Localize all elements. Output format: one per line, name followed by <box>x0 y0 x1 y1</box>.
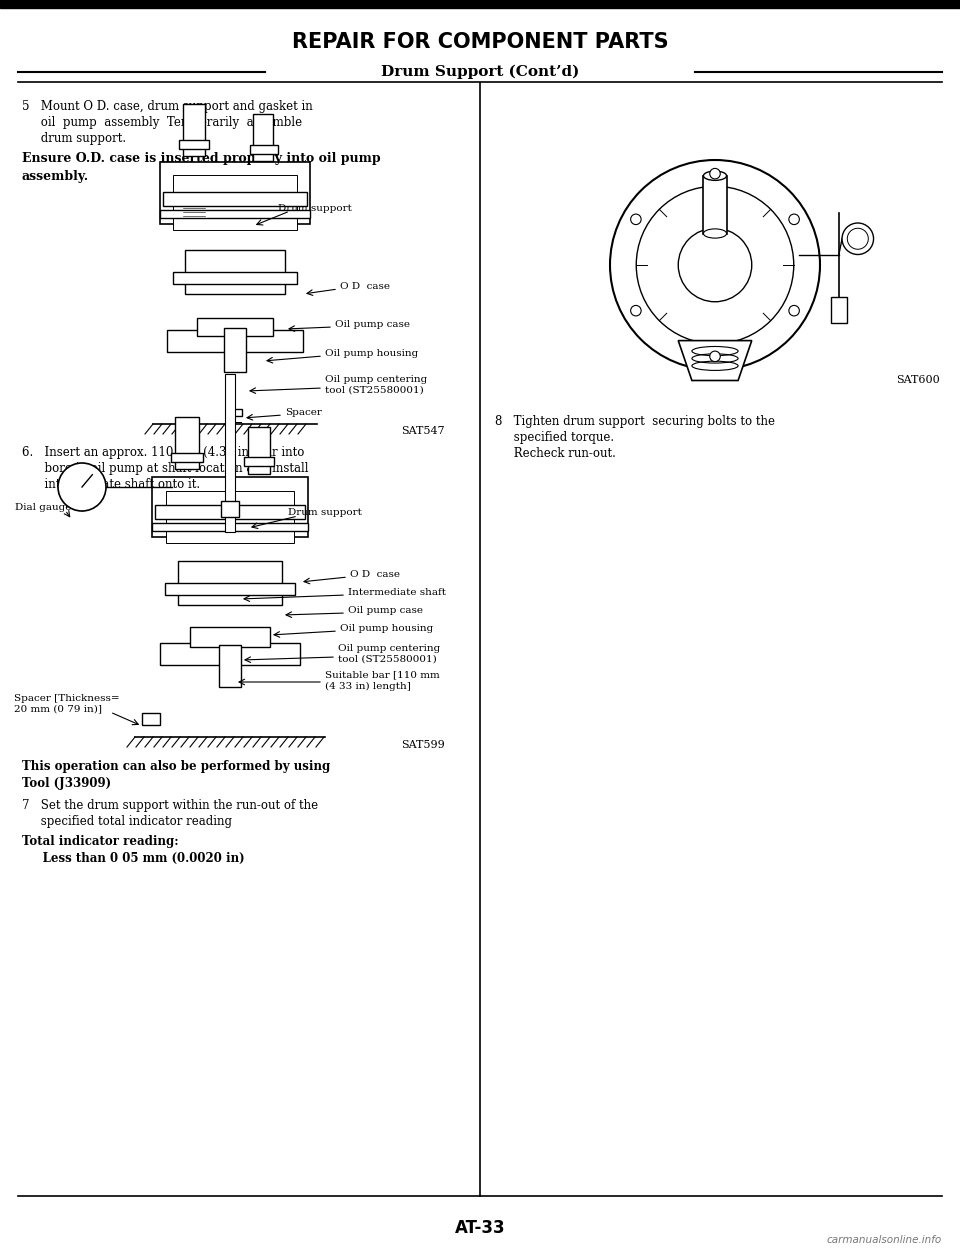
Ellipse shape <box>704 229 727 239</box>
Text: Oil pump housing: Oil pump housing <box>325 348 419 357</box>
Text: Dial gauge: Dial gauge <box>15 502 71 512</box>
Text: specified torque.: specified torque. <box>495 431 614 443</box>
Text: This operation can also be performed by using: This operation can also be performed by … <box>22 759 330 773</box>
Text: Less than 0 05 mm (0.0020 in): Less than 0 05 mm (0.0020 in) <box>22 852 245 866</box>
Bar <box>197 318 273 336</box>
Bar <box>160 210 310 219</box>
Circle shape <box>679 229 752 302</box>
Bar <box>830 296 848 322</box>
Text: Tool (J33909): Tool (J33909) <box>22 777 111 791</box>
Text: tool (ST25580001): tool (ST25580001) <box>325 386 423 395</box>
Text: carmanualsonline.info: carmanualsonline.info <box>827 1235 942 1245</box>
Text: SAT547: SAT547 <box>401 426 445 436</box>
Text: Total indicator reading:: Total indicator reading: <box>22 836 179 848</box>
Text: Oil pump housing: Oil pump housing <box>340 623 433 632</box>
Text: 5   Mount O D. case, drum support and gasket in: 5 Mount O D. case, drum support and gask… <box>22 100 313 112</box>
Text: drum support.: drum support. <box>22 132 126 145</box>
Circle shape <box>709 169 720 179</box>
Ellipse shape <box>704 171 727 180</box>
Bar <box>250 145 278 154</box>
Text: tool (ST25580001): tool (ST25580001) <box>338 654 437 663</box>
Text: intermediate shaft onto it.: intermediate shaft onto it. <box>22 478 200 491</box>
Bar <box>165 583 295 595</box>
Text: Oil pump case: Oil pump case <box>348 606 423 615</box>
Text: Ensure O.D. case is inserted properly into oil pump: Ensure O.D. case is inserted properly in… <box>22 152 380 165</box>
Text: Drum support: Drum support <box>288 507 362 517</box>
Text: 6.   Insert an approx. 110 mm (4.33 in) bar into: 6. Insert an approx. 110 mm (4.33 in) ba… <box>22 446 304 458</box>
Text: Oil pump case: Oil pump case <box>335 320 410 328</box>
Bar <box>152 523 308 531</box>
Circle shape <box>610 160 820 370</box>
Bar <box>167 330 303 352</box>
Bar <box>228 408 242 416</box>
Bar <box>163 192 307 206</box>
Bar <box>155 505 305 520</box>
Text: 20 mm (0 79 in)]: 20 mm (0 79 in)] <box>14 704 102 713</box>
Text: AT-33: AT-33 <box>455 1219 505 1237</box>
Circle shape <box>789 214 800 225</box>
Circle shape <box>631 306 641 316</box>
Bar <box>219 644 241 687</box>
Text: SAT599: SAT599 <box>401 739 445 749</box>
Bar <box>244 457 274 466</box>
Bar <box>142 713 160 724</box>
Bar <box>152 477 308 537</box>
Text: SAT600: SAT600 <box>897 375 940 385</box>
Text: 8   Tighten drum support  securing bolts to the: 8 Tighten drum support securing bolts to… <box>495 415 775 428</box>
Text: Recheck run-out.: Recheck run-out. <box>495 447 616 460</box>
Text: oil  pump  assembly  Temporarily  assemble: oil pump assembly Temporarily assemble <box>22 116 302 129</box>
Text: assembly.: assembly. <box>22 170 89 184</box>
Text: Spacer: Spacer <box>285 407 322 416</box>
Bar <box>183 104 205 156</box>
Circle shape <box>636 186 794 343</box>
Bar <box>160 643 300 664</box>
Bar <box>0 0 960 7</box>
Bar <box>173 272 297 284</box>
Bar <box>224 328 246 372</box>
Bar <box>160 162 310 224</box>
Text: Intermediate shaft: Intermediate shaft <box>348 587 446 597</box>
Bar <box>171 453 203 462</box>
Circle shape <box>631 214 641 225</box>
Bar <box>253 114 273 161</box>
Text: REPAIR FOR COMPONENT PARTS: REPAIR FOR COMPONENT PARTS <box>292 32 668 52</box>
Circle shape <box>709 351 720 362</box>
Bar <box>178 561 282 605</box>
Text: Oil pump centering: Oil pump centering <box>325 375 427 383</box>
Bar <box>221 501 239 517</box>
Circle shape <box>789 306 800 316</box>
Bar <box>704 176 727 234</box>
Bar <box>190 627 270 647</box>
Text: Suitable bar [110 mm: Suitable bar [110 mm <box>325 671 440 679</box>
Bar <box>185 250 285 294</box>
Circle shape <box>842 224 874 255</box>
Text: O D  case: O D case <box>350 570 400 578</box>
Text: O D  case: O D case <box>340 281 390 291</box>
Bar <box>166 491 294 543</box>
Text: 7   Set the drum support within the run-out of the: 7 Set the drum support within the run-ou… <box>22 799 318 812</box>
Text: Spacer [Thickness=: Spacer [Thickness= <box>14 693 120 702</box>
Bar <box>173 175 297 230</box>
Text: bore in oil pump at shaft location and install: bore in oil pump at shaft location and i… <box>22 462 308 475</box>
Text: Drum support: Drum support <box>278 204 352 212</box>
Text: (4 33 in) length]: (4 33 in) length] <box>325 682 411 691</box>
Bar <box>175 417 199 470</box>
Bar <box>248 427 270 475</box>
Circle shape <box>848 229 868 250</box>
Polygon shape <box>679 341 752 381</box>
Text: Drum Support (Cont’d): Drum Support (Cont’d) <box>381 65 579 79</box>
Text: Oil pump centering: Oil pump centering <box>338 643 441 652</box>
Text: specified total indicator reading: specified total indicator reading <box>22 816 232 828</box>
Circle shape <box>58 463 106 511</box>
Bar <box>179 140 209 149</box>
Bar <box>225 373 235 532</box>
